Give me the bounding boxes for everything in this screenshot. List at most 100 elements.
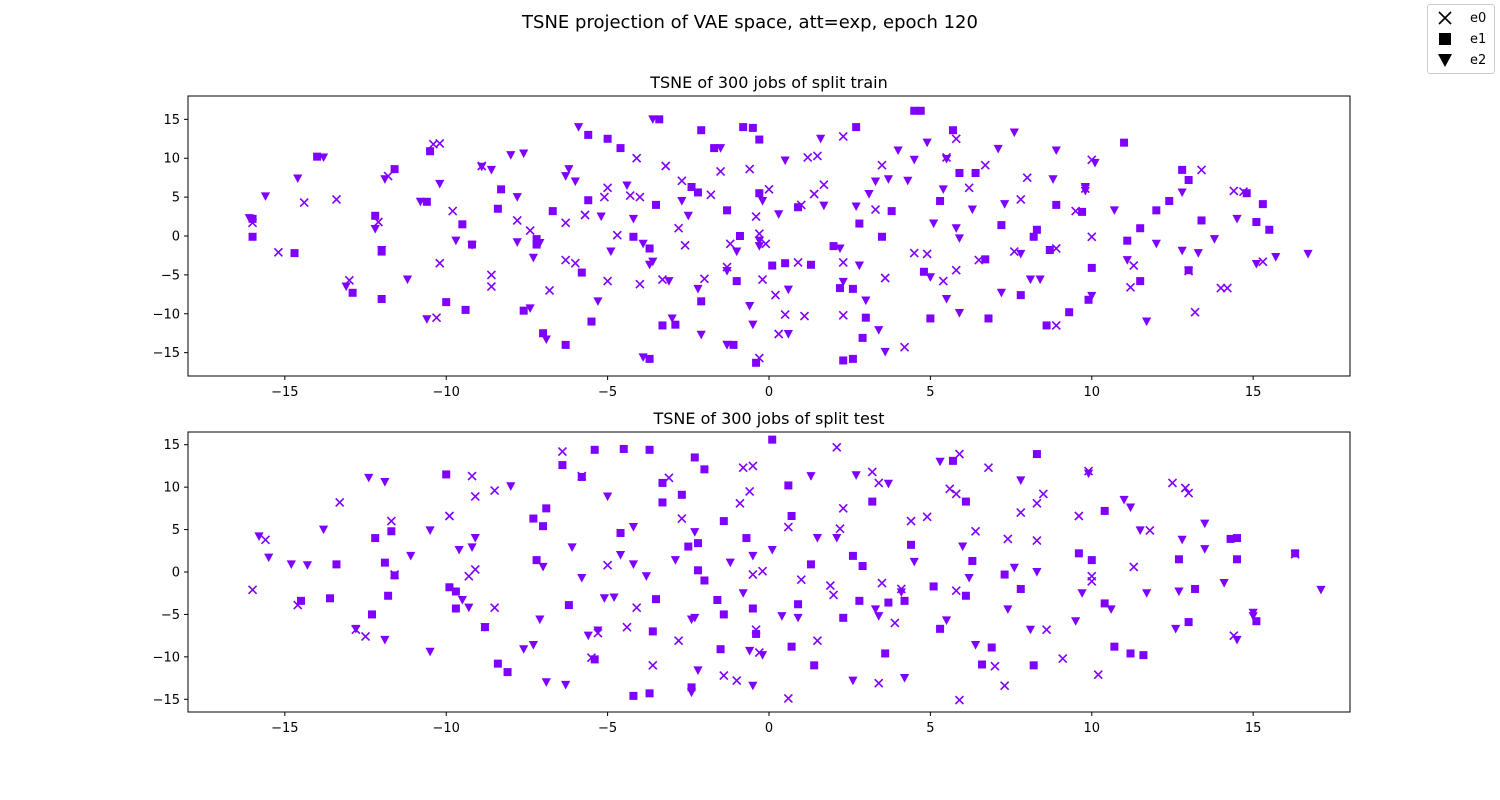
data-point-e1 — [529, 514, 538, 523]
data-point-e2 — [935, 457, 945, 467]
data-point-e2 — [606, 247, 616, 257]
data-point-e1 — [693, 566, 702, 575]
data-point-e1 — [493, 659, 502, 668]
data-point-e1 — [1136, 224, 1145, 233]
data-point-e0 — [1009, 246, 1019, 257]
data-point-e0 — [570, 258, 580, 268]
data-point-e2 — [683, 211, 693, 221]
data-point-e1 — [442, 470, 451, 479]
data-point-e0 — [1087, 232, 1097, 242]
data-point-e1 — [848, 354, 857, 363]
legend-label: e1 — [1470, 32, 1487, 47]
data-point-e2 — [838, 277, 848, 287]
y-tick-label: 5 — [172, 523, 180, 538]
data-point-e1 — [732, 277, 741, 286]
data-point-e1 — [1165, 197, 1174, 205]
data-point-e1 — [384, 591, 393, 600]
data-point-e0 — [632, 153, 642, 163]
data-point-e2 — [422, 315, 432, 324]
data-point-e1 — [390, 165, 399, 174]
data-point-e2 — [832, 534, 842, 543]
data-point-e2 — [1016, 249, 1026, 259]
data-point-e1 — [1197, 216, 1206, 225]
data-point-e1 — [532, 240, 541, 249]
data-point-e2 — [506, 151, 516, 160]
data-point-e0 — [945, 484, 955, 494]
data-point-e0 — [1258, 257, 1268, 267]
data-point-e2 — [561, 172, 571, 181]
data-point-e0 — [622, 622, 632, 632]
data-point-e2 — [425, 647, 435, 657]
data-point-e0 — [877, 578, 887, 588]
data-point-e0 — [1125, 282, 1136, 292]
data-point-e1 — [961, 497, 970, 506]
data-point-e2 — [925, 273, 935, 282]
y-tick-label: −15 — [153, 693, 180, 708]
data-point-e1 — [1065, 308, 1074, 317]
data-point-e0 — [825, 581, 835, 591]
data-point-e0 — [435, 258, 445, 268]
data-point-e0 — [719, 670, 729, 681]
data-point-e2 — [748, 320, 758, 330]
data-point-e1 — [1042, 321, 1051, 330]
data-point-e1 — [587, 317, 596, 326]
data-point-e2 — [293, 174, 303, 184]
data-point-e2 — [486, 165, 497, 175]
data-point-e2 — [244, 214, 254, 223]
data-point-e0 — [486, 270, 496, 280]
data-point-e2 — [958, 542, 968, 552]
data-point-e0 — [783, 693, 793, 703]
data-point-e2 — [628, 523, 639, 532]
data-point-e0 — [1129, 562, 1139, 572]
data-point-e2 — [638, 239, 648, 249]
data-point-e0 — [980, 160, 990, 170]
data-point-e0 — [1058, 653, 1068, 664]
data-point-e2 — [470, 534, 480, 543]
data-point-e1 — [1252, 617, 1261, 626]
data-point-e2 — [667, 314, 677, 324]
data-point-e1 — [787, 512, 796, 520]
data-point-e2 — [541, 678, 551, 687]
x-tick-label: 10 — [1084, 385, 1101, 400]
data-point-e2 — [909, 557, 919, 567]
data-point-e2 — [754, 242, 764, 251]
data-point-e1 — [1226, 534, 1235, 543]
data-point-e2 — [435, 179, 445, 189]
data-point-e2 — [1009, 128, 1019, 138]
data-point-e2 — [754, 236, 764, 246]
data-point-e2 — [996, 288, 1006, 298]
data-point-e0 — [1016, 194, 1026, 205]
data-point-e1 — [290, 249, 299, 258]
data-point-e0 — [544, 285, 555, 296]
data-point-e1 — [519, 306, 528, 315]
data-point-e0 — [764, 184, 774, 194]
data-point-e2 — [318, 525, 329, 535]
y-tick-label: −5 — [161, 608, 180, 623]
data-point-e0 — [1051, 320, 1061, 331]
data-point-e1 — [752, 358, 761, 367]
data-point-e0 — [745, 164, 755, 174]
x-tick-label: 5 — [926, 385, 934, 400]
data-point-e0 — [832, 442, 842, 452]
data-point-e1 — [1139, 651, 1148, 660]
data-point-e2 — [780, 156, 790, 166]
data-point-e2 — [1090, 158, 1100, 168]
data-point-e1 — [658, 321, 667, 330]
data-point-e2 — [1177, 535, 1187, 545]
data-point-e2 — [480, 623, 490, 632]
data-point-e1 — [987, 643, 996, 652]
data-point-e1 — [936, 624, 945, 633]
data-point-e0 — [828, 590, 839, 600]
data-point-e1 — [752, 629, 761, 638]
data-point-e2 — [512, 238, 522, 247]
data-point-e0 — [906, 516, 916, 526]
data-point-e2 — [644, 260, 655, 270]
data-point-e0 — [1180, 483, 1190, 493]
data-point-e2 — [1106, 605, 1116, 614]
data-point-e1 — [729, 340, 738, 349]
data-point-e2 — [954, 234, 965, 243]
data-point-e0 — [677, 513, 687, 524]
y-tick-label: −5 — [161, 268, 180, 283]
data-point-e2 — [535, 615, 545, 625]
y-tick-label: 0 — [172, 230, 180, 245]
